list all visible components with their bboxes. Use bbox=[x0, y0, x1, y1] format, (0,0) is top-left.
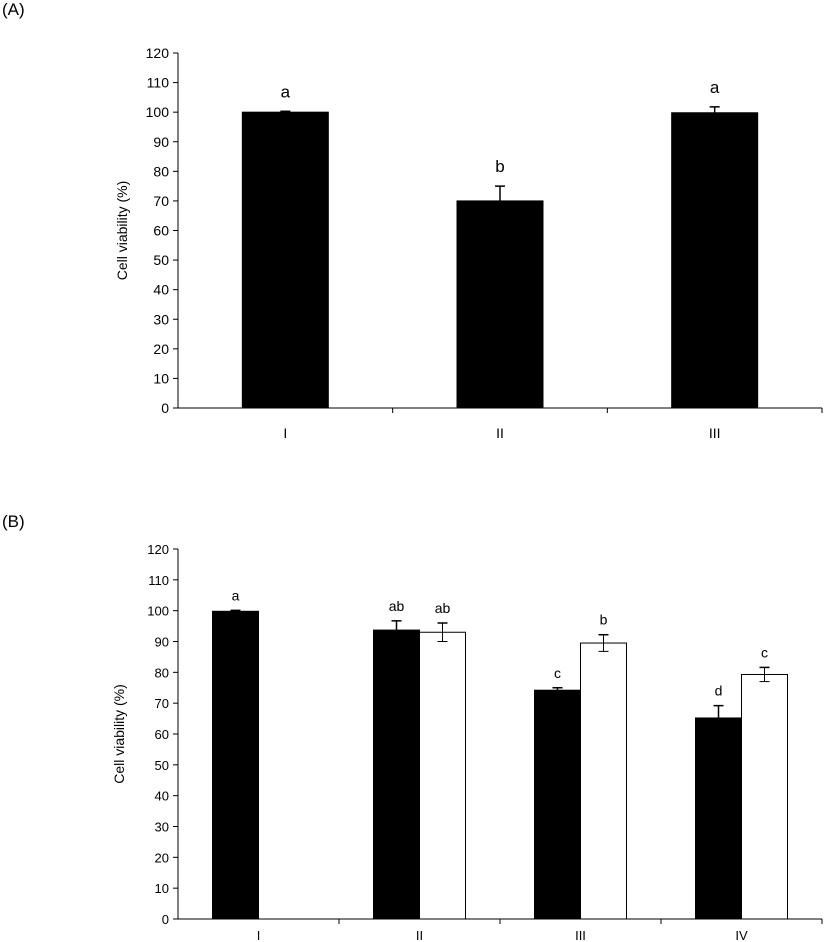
x-tick-label: II bbox=[496, 425, 504, 441]
y-tick-label: 60 bbox=[155, 727, 169, 742]
y-axis-label: Cell viability (%) bbox=[111, 684, 127, 784]
y-tick-label: 20 bbox=[153, 341, 169, 357]
bar bbox=[419, 631, 466, 920]
x-tick-label: IV bbox=[735, 928, 748, 942]
y-tick-label: 40 bbox=[153, 282, 169, 298]
y-tick-label: 90 bbox=[153, 134, 169, 150]
panel-label-a: (A) bbox=[2, 0, 25, 19]
significance-label: d bbox=[715, 683, 723, 699]
significance-label: c bbox=[554, 665, 561, 681]
significance-label: b bbox=[495, 157, 504, 176]
y-tick-label: 30 bbox=[153, 311, 169, 327]
y-tick-label: 110 bbox=[147, 75, 170, 91]
bar bbox=[373, 629, 420, 920]
bar bbox=[456, 200, 544, 409]
y-tick-label: 70 bbox=[153, 193, 169, 209]
bar bbox=[241, 111, 329, 409]
bar bbox=[534, 689, 581, 920]
y-tick-label: 40 bbox=[155, 789, 169, 804]
x-tick-label: III bbox=[709, 425, 721, 441]
x-tick-label: I bbox=[283, 425, 287, 441]
y-tick-label: 50 bbox=[153, 252, 169, 268]
y-axis-label: Cell viability (%) bbox=[114, 181, 130, 281]
significance-label: ab bbox=[435, 600, 451, 616]
bar bbox=[695, 717, 742, 920]
y-tick-label: 70 bbox=[155, 696, 169, 711]
panel-label-b: (B) bbox=[2, 512, 25, 531]
y-tick-label: 10 bbox=[153, 370, 169, 386]
y-tick-label: 60 bbox=[153, 223, 169, 239]
y-tick-label: 120 bbox=[146, 45, 170, 61]
y-tick-label: 80 bbox=[153, 163, 169, 179]
significance-label: a bbox=[710, 78, 720, 97]
x-tick-label: III bbox=[575, 928, 586, 942]
y-tick-label: 20 bbox=[155, 850, 169, 865]
bar bbox=[580, 642, 627, 920]
bar bbox=[671, 112, 759, 409]
y-tick-label: 50 bbox=[155, 758, 169, 773]
y-tick-label: 100 bbox=[146, 104, 170, 120]
cell-viability-chart-a: 0 10 20 30 40 50 60 70 80 90 100 110 120 Cell viabili… bbox=[114, 45, 823, 441]
y-tick-label: 10 bbox=[155, 881, 169, 896]
significance-label: b bbox=[600, 612, 608, 628]
y-tick-label: 100 bbox=[147, 604, 169, 619]
y-tick-label: 80 bbox=[155, 665, 169, 680]
significance-label: a bbox=[232, 587, 240, 603]
bar bbox=[212, 610, 259, 920]
significance-label: a bbox=[281, 82, 291, 101]
y-tick-label: 110 bbox=[148, 573, 169, 588]
x-tick-label: I bbox=[257, 928, 261, 942]
x-tick-label: II bbox=[416, 928, 423, 942]
significance-label: ab bbox=[389, 598, 405, 614]
y-tick-label: 90 bbox=[155, 635, 169, 650]
y-tick-label: 30 bbox=[155, 820, 169, 835]
bar bbox=[741, 673, 788, 920]
y-tick-label: 0 bbox=[162, 912, 169, 927]
y-tick-label: 0 bbox=[161, 400, 169, 416]
significance-label: c bbox=[761, 644, 768, 660]
y-tick-label: 120 bbox=[147, 542, 169, 557]
